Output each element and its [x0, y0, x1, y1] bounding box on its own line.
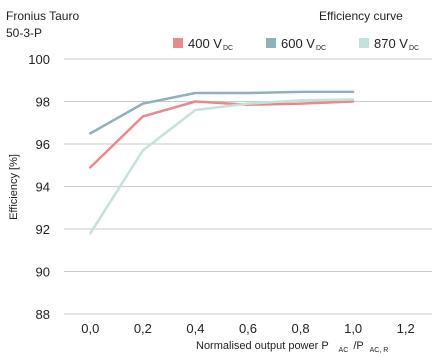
y-tick-label: 96 [36, 137, 50, 152]
product-name-line2: 50-3-P [6, 26, 42, 40]
y-tick-label: 98 [36, 95, 50, 110]
legend-swatch [266, 38, 276, 48]
legend-label: 600 VDC [281, 36, 326, 52]
series-line-2 [89, 90, 355, 135]
x-tick-label: 0,2 [134, 321, 152, 336]
chart-title: Efficiency curve [319, 9, 403, 23]
legend-label: 870 VDC [374, 36, 419, 52]
y-tick-label: 92 [36, 222, 50, 237]
x-tick-label: 0,8 [292, 321, 310, 336]
legend: 400 VDC 600 VDC 870 VDC [173, 36, 419, 52]
legend-item-3: 870 VDC [359, 36, 419, 52]
x-tick-labels: 0,0 0,2 0,4 0,6 0,8 1,0 1,2 [81, 321, 415, 336]
x-tick-label: 1,2 [397, 321, 415, 336]
y-tick-label: 100 [28, 52, 50, 67]
product-name-line1: Fronius Tauro [6, 9, 79, 23]
x-axis-label-sub2: AC, R [370, 347, 389, 354]
x-axis-label-sub1: AC [339, 347, 349, 354]
x-tick-label: 0,4 [186, 321, 204, 336]
legend-item-2: 600 VDC [266, 36, 326, 52]
legend-swatch [173, 38, 183, 48]
x-axis-label-mid: /P [353, 340, 363, 352]
x-tick-label: 0,0 [81, 321, 99, 336]
y-tick-label: 94 [36, 180, 50, 195]
legend-label: 400 VDC [188, 36, 233, 52]
y-tick-labels: 88 90 92 94 96 98 100 [28, 52, 50, 322]
grid-lines [64, 58, 432, 315]
x-axis-label: Normalised output power P AC /P AC, R [196, 340, 388, 355]
y-tick-label: 88 [36, 307, 50, 322]
x-tick-label: 1,0 [344, 321, 362, 336]
x-tick-label: 0,6 [239, 321, 257, 336]
x-axis-label-main: Normalised output power P [196, 340, 328, 352]
legend-item-1: 400 VDC [173, 36, 233, 52]
legend-swatch [359, 38, 369, 48]
y-axis-label: Efficiency [%] [8, 154, 20, 220]
series-line-3 [89, 98, 355, 235]
y-tick-label: 90 [36, 265, 50, 280]
series-line-1 [89, 100, 355, 169]
series-lines [89, 90, 355, 235]
